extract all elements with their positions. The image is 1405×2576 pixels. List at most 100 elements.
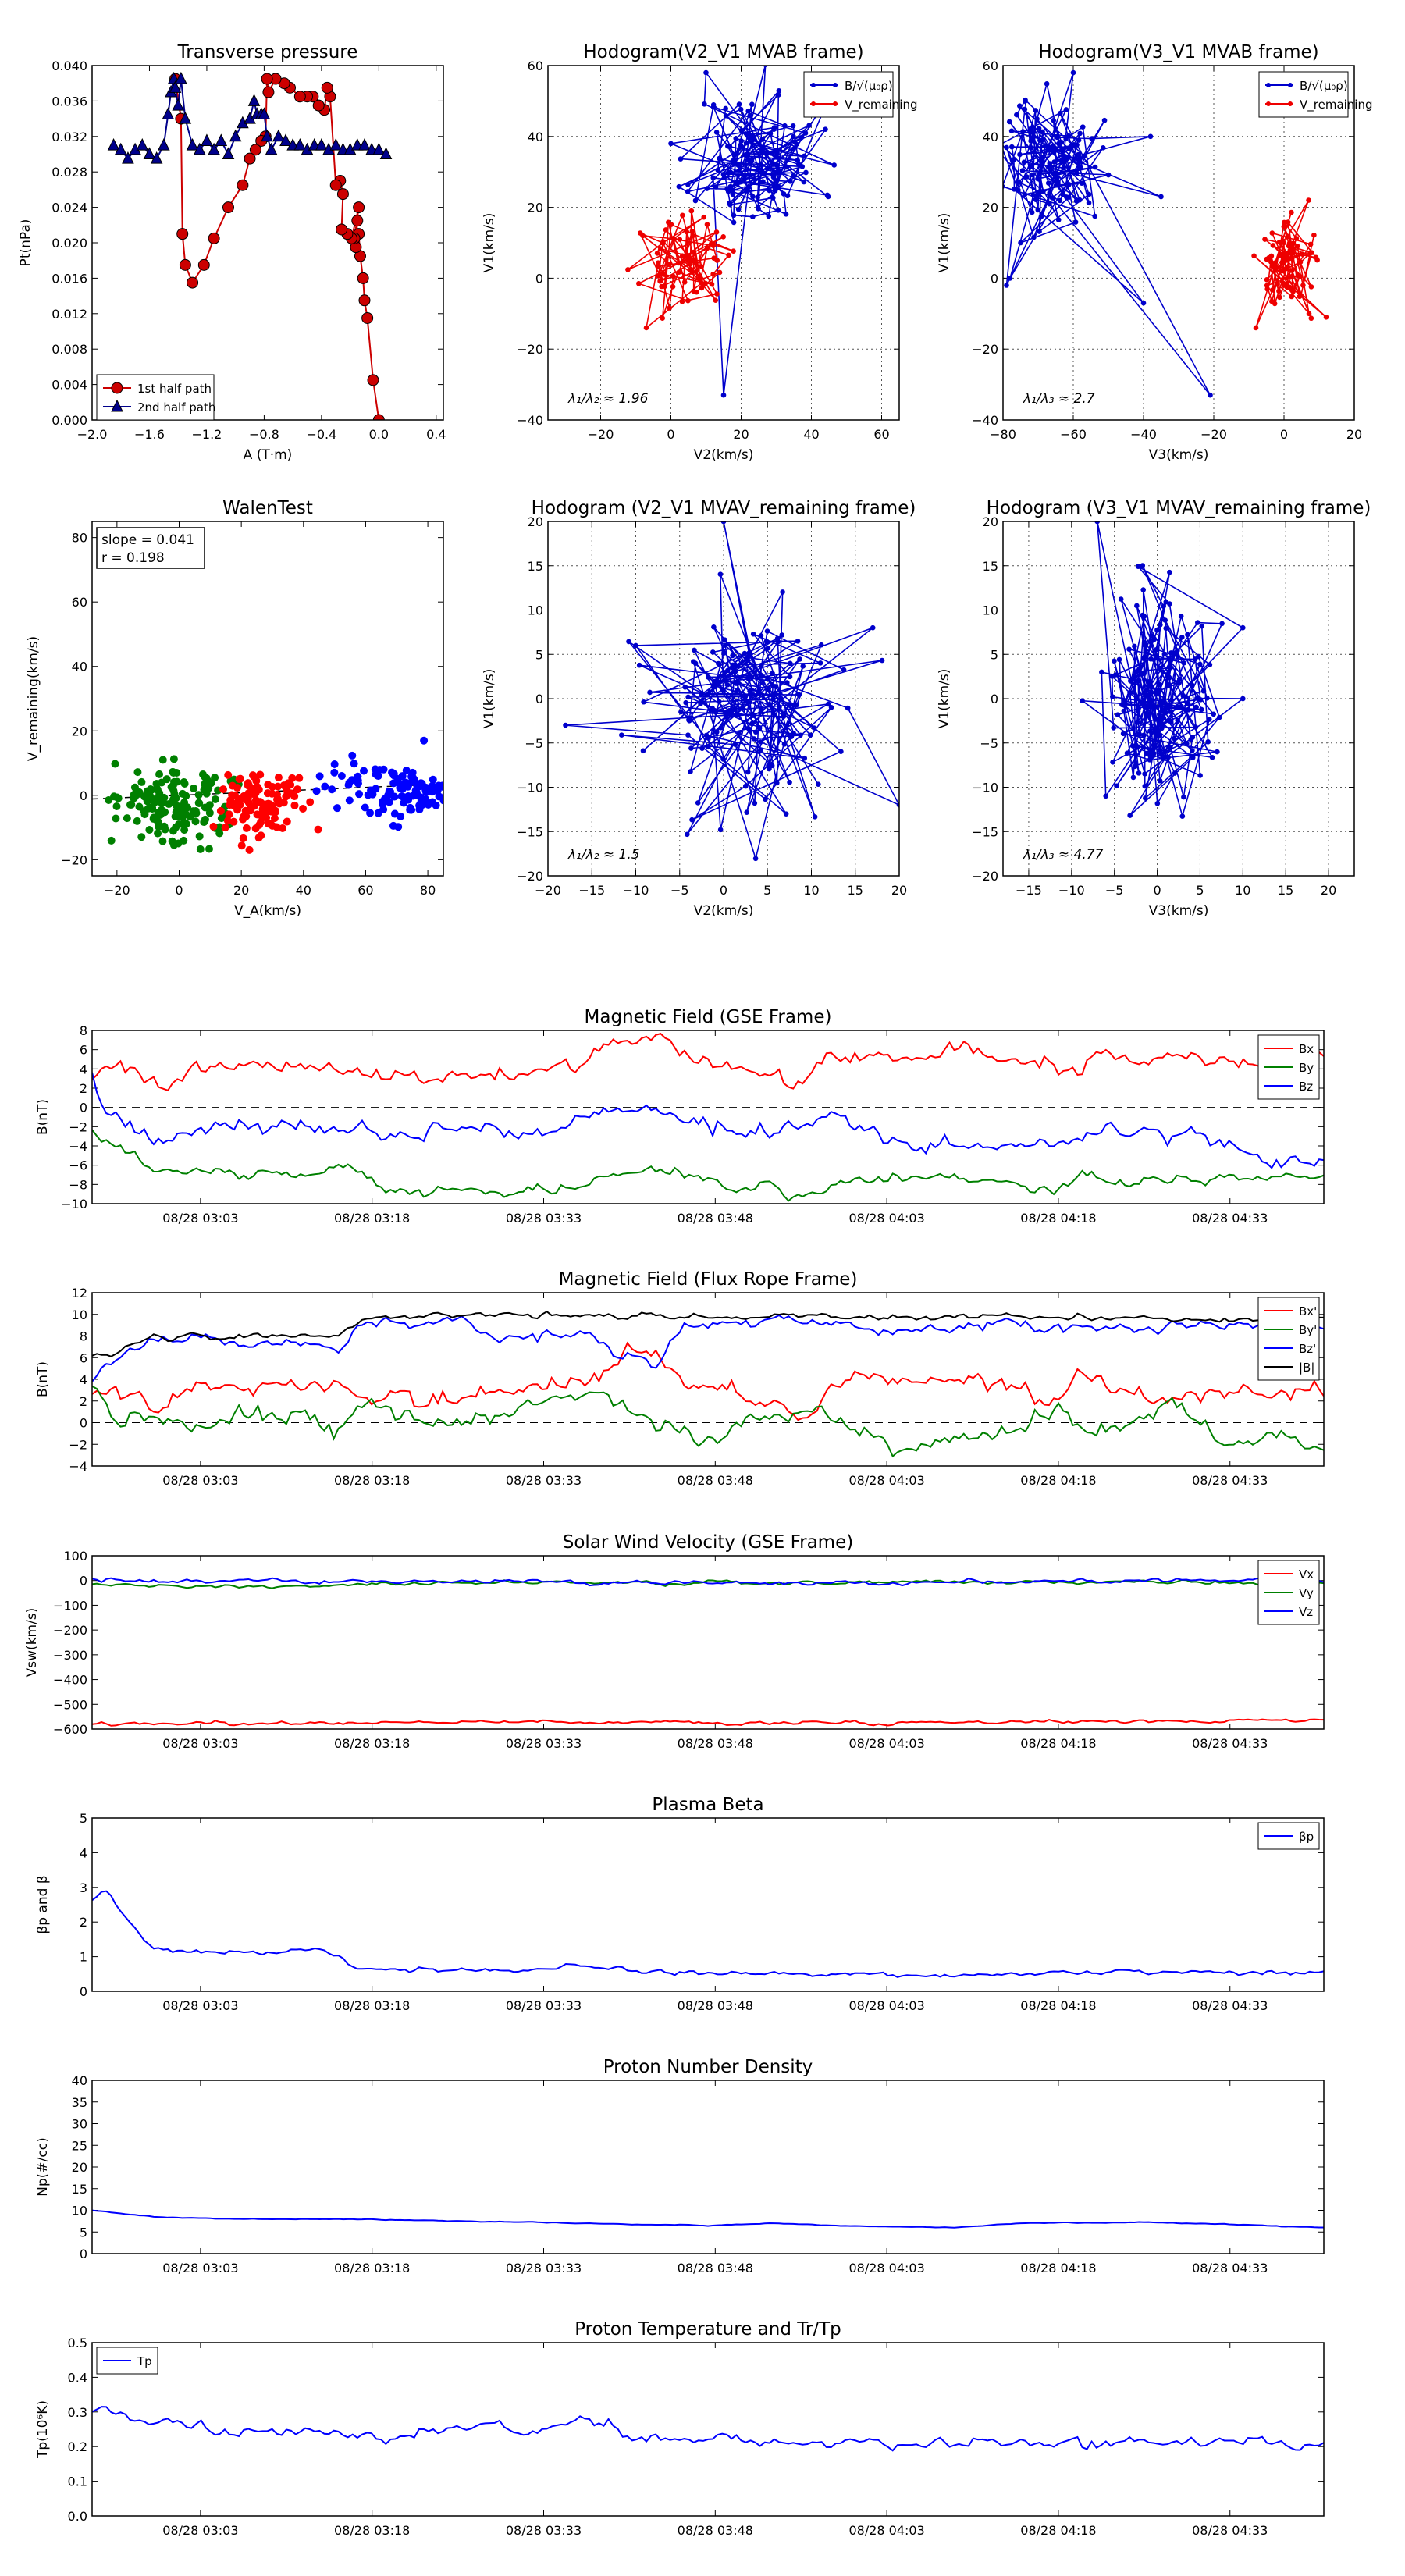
plot-area (92, 1033, 1324, 1202)
data-point (731, 219, 737, 226)
data-point (1061, 165, 1066, 171)
y-tick-label: 2 (80, 1915, 87, 1930)
data-point (838, 749, 844, 754)
data-point (1070, 69, 1076, 76)
data-point (811, 725, 817, 731)
y-tick-label: 12 (72, 1286, 87, 1300)
y-tick-label: 5 (991, 647, 998, 662)
data-point (1157, 777, 1163, 784)
data-point (685, 189, 691, 194)
y-tick-label: 20 (983, 514, 998, 529)
scatter-point (169, 755, 178, 763)
panel-bfr: Magnetic Field (Flux Rope Frame) −4 −2 0 2 4 6… (35, 1269, 1325, 1488)
data-point (845, 705, 851, 711)
scatter-point (202, 789, 211, 798)
data-point (1299, 251, 1305, 257)
y-tick-label: −40 (517, 413, 543, 428)
scatter-point (254, 834, 263, 842)
x-tick-label: 08/28 03:48 (678, 1998, 753, 2013)
data-point (755, 165, 761, 171)
series-line-bx (92, 1341, 1324, 1421)
data-point (1037, 171, 1042, 177)
data-point (788, 179, 793, 184)
data-point (1289, 209, 1294, 215)
data-point (1268, 253, 1275, 259)
scatter-point (242, 808, 251, 817)
data-point (662, 283, 667, 290)
legend-label-series-0: Vx (1299, 1567, 1314, 1582)
data-point (766, 685, 772, 692)
plot-area (107, 71, 393, 420)
data-point (1140, 656, 1147, 661)
y-tick-label: 20 (983, 201, 998, 215)
y-tick-label: −20 (517, 869, 543, 884)
scatter-point (112, 814, 120, 823)
x-tick-label: 08/28 04:18 (1020, 1211, 1096, 1226)
data-point (720, 756, 726, 762)
x-tick-label: 08/28 03:33 (506, 1736, 582, 1751)
data-point (654, 251, 660, 256)
data-point (711, 678, 717, 685)
y-tick-label: 40 (983, 130, 998, 144)
y-tick-label: 0.3 (68, 2405, 87, 2420)
y-tick-label: −5 (525, 736, 543, 751)
data-point-triangle (258, 107, 271, 119)
panel-annotation: λ₁/λ₃ ≈ 4.77 (1023, 847, 1104, 863)
series-line-tp (92, 2406, 1324, 2452)
scatter-point (384, 791, 393, 799)
data-point (1004, 283, 1009, 288)
x-tick-label: 08/28 04:33 (1192, 1736, 1268, 1751)
y-tick-label: −20 (972, 342, 998, 357)
data-point (1297, 259, 1304, 265)
data-point (758, 633, 764, 639)
data-point (1165, 754, 1171, 760)
data-point (731, 706, 738, 713)
data-point (663, 227, 669, 233)
data-point (720, 521, 727, 525)
scatter-point (429, 775, 437, 784)
data-point (781, 742, 788, 747)
panel-annotation: λ₁/λ₂ ≈ 1.96 (567, 391, 649, 407)
data-point (1158, 622, 1163, 628)
data-point (755, 194, 760, 201)
data-point (661, 272, 667, 277)
data-point (1161, 651, 1168, 657)
y-tick-label: 20 (72, 724, 87, 738)
series-line-p (92, 1890, 1324, 1978)
data-point (755, 205, 761, 211)
data-point (735, 162, 742, 168)
scatter-point (217, 814, 226, 823)
scatter-point (314, 825, 322, 834)
data-point (1190, 748, 1195, 753)
data-point (685, 182, 691, 187)
legend-marker-series-1 (1266, 101, 1271, 106)
data-point (1022, 191, 1028, 197)
data-point (706, 744, 711, 750)
data-point (778, 696, 784, 701)
data-point (1142, 795, 1148, 801)
data-point (1017, 151, 1023, 158)
scatter-point (355, 790, 364, 799)
scatter-point (172, 794, 180, 802)
x-tick-label: −0.4 (306, 427, 336, 442)
data-point (770, 696, 776, 703)
y-tick-label: 15 (983, 559, 998, 574)
series-line-vy (92, 1578, 1324, 1589)
scatter-point (155, 770, 164, 778)
data-point (770, 195, 776, 201)
scatter-point (154, 829, 162, 838)
data-point (1057, 197, 1063, 204)
legend-label-series-1: By (1299, 1061, 1314, 1075)
series-line-by (92, 1129, 1324, 1202)
scatter-point (290, 792, 299, 801)
y-tick-label: −10 (61, 1197, 87, 1212)
data-point (823, 126, 828, 133)
data-point (1157, 733, 1163, 739)
data-point (841, 667, 847, 673)
data-point (692, 647, 697, 653)
data-point (1163, 625, 1168, 632)
data-point (643, 325, 649, 331)
data-point (1135, 564, 1141, 570)
x-tick-label: −80 (990, 427, 1016, 442)
scatter-point (191, 806, 200, 815)
